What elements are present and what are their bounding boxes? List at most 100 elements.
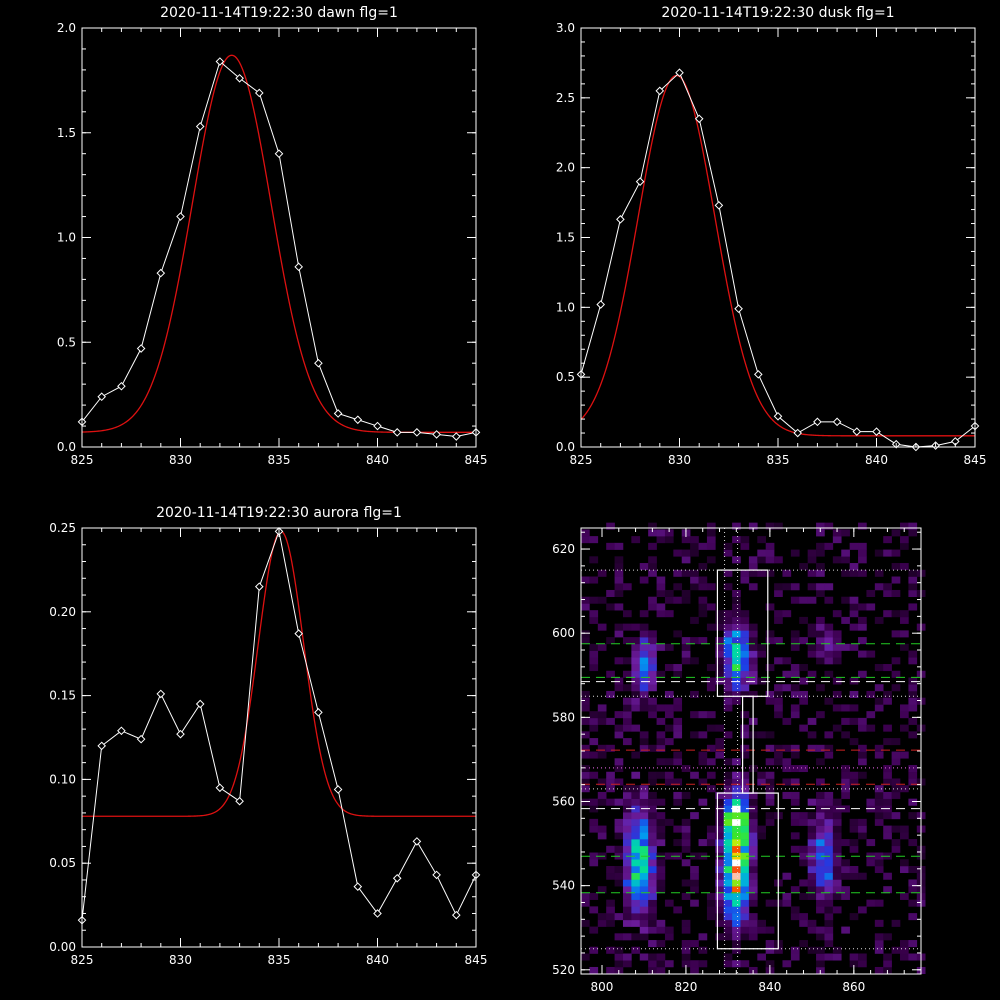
image-pixel [639,643,649,651]
image-pixel [790,744,800,752]
image-pixel [723,899,733,907]
image-pixel [824,839,834,847]
image-pixel [639,704,649,712]
image-pixel [639,913,649,921]
image-pixel [639,610,649,618]
image-pixel [581,536,590,544]
image-pixel [648,805,657,813]
image-pixel [883,960,892,968]
image-pixel [622,583,632,591]
image-pixel [765,899,775,907]
image-pixel [866,839,876,847]
image-pixel [622,845,632,853]
image-pixel [740,610,750,618]
image-pixel [690,569,699,577]
image-pixel [664,738,674,746]
image-pixel [723,664,733,672]
image-pixel [639,785,649,793]
image-pixel [631,805,641,813]
image-pixel [832,872,842,880]
image-pixel [639,953,649,961]
image-pixel [681,946,691,954]
image-pixel [656,603,666,611]
image-pixel [631,845,641,853]
image-pixel [891,610,901,618]
image-pixel [757,731,766,739]
image-pixel [883,738,892,746]
image-pixel [908,677,918,685]
image-pixel [874,744,884,752]
image-pixel [648,664,657,672]
image-pixel [874,616,884,624]
image-y-tick-label: 560 [552,794,575,808]
image-pixel [614,657,624,665]
image-pixel [824,542,834,550]
image-pixel [858,616,867,624]
image-pixel [622,717,632,725]
image-pixel [748,832,758,840]
image-pixel [648,825,657,833]
image-pixel [816,872,825,880]
image-pixel [589,805,599,813]
image-pixel [782,610,792,618]
image-pixel [748,892,758,900]
image-pixel [883,933,892,941]
aurora-y-tick-label: 0.10 [49,772,76,786]
dusk-data-point [852,427,862,436]
image-pixel [622,704,632,712]
image-pixel [614,589,624,597]
image-pixel [681,637,691,645]
image-pixel [622,919,632,927]
image-pixel [698,563,708,571]
image-pixel [589,966,599,974]
image-pixel [765,603,775,611]
image-pixel [748,872,758,880]
image-pixel [807,812,817,820]
image-pixel [765,664,775,672]
image-pixel [757,650,766,658]
image-pixel [824,657,834,665]
image-pixel [883,886,892,894]
image-pixel [706,536,716,544]
image-pixel [908,603,918,611]
image-pixel [581,771,590,779]
image-pixel [581,529,590,537]
image-pixel [824,953,834,961]
image-pixel [832,832,842,840]
image-pixel [614,879,624,887]
image-x-tick-label: 840 [758,980,781,994]
image-pixel [639,926,649,934]
image-pixel [639,697,649,705]
image-pixel [581,630,590,638]
image-pixel [732,812,741,820]
image-pixel [639,919,649,927]
aurora-data-point [235,796,244,806]
image-pixel [589,657,599,665]
image-pixel [614,711,624,719]
image-pixel [715,724,725,732]
image-pixel [681,953,691,961]
image-pixel [648,522,657,530]
image-pixel [732,697,741,705]
image-pixel [648,913,657,921]
image-pixel [807,731,817,739]
image-pixel [824,899,834,907]
image-pixel [648,839,657,847]
image-pixel [858,906,867,914]
image-pixel [748,690,758,698]
image-pixel [715,670,725,678]
image-pixel [715,751,725,759]
image-pixel [824,832,834,840]
image-pixel [832,724,842,732]
image-pixel [681,926,691,934]
image-pixel [765,637,775,645]
image-pixel [748,637,758,645]
image-pixel [648,670,657,678]
dawn-y-tick-label: 1.5 [57,126,76,140]
image-pixel [908,583,918,591]
image-pixel [858,872,867,880]
image-pixel [648,812,657,820]
aurora-data-point [215,783,225,793]
image-pixel [681,569,691,577]
image-pixel [774,704,783,712]
